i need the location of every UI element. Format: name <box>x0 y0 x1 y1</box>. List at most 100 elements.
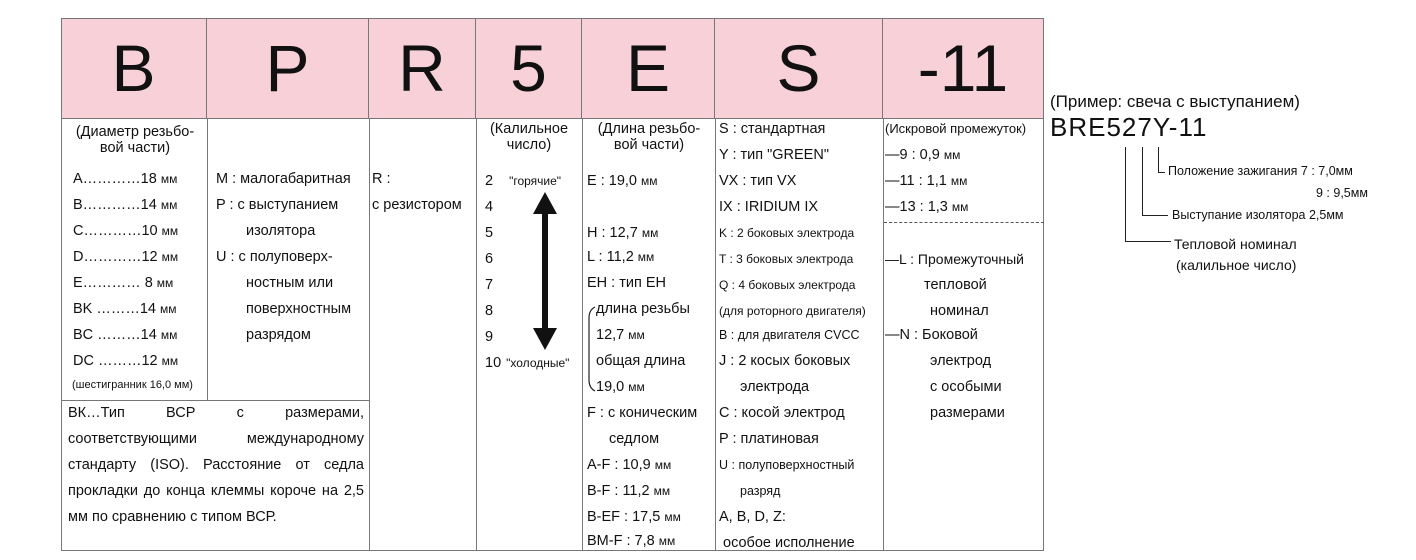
list-item: электрод <box>930 353 992 369</box>
list-item: разряд <box>740 484 781 498</box>
note-divider <box>61 400 369 401</box>
list-item: D…………12 мм <box>73 249 179 265</box>
ignition-position-label-2: 9 : 9,5мм <box>1316 186 1368 200</box>
header-cell-b: B <box>61 18 207 118</box>
list-item: S : стандартная <box>719 121 826 137</box>
col-divider <box>369 118 370 551</box>
col-divider <box>476 118 477 551</box>
leader-line <box>1158 172 1165 173</box>
list-item: P : с выступанием <box>216 197 339 213</box>
list-item: BM-F : 7,8 мм <box>587 533 676 549</box>
header-divider <box>61 118 1044 119</box>
col-divider <box>582 118 583 551</box>
header-cell-5: 5 <box>476 18 582 118</box>
header-cell-11: -11 <box>883 18 1044 118</box>
list-item: 19,0 мм <box>596 379 645 395</box>
list-item: IX : IRIDIUM IX <box>719 199 819 215</box>
leader-line <box>1158 147 1159 173</box>
list-item: 10 "холодные" <box>485 355 570 371</box>
leader-line <box>1125 147 1126 242</box>
col-divider <box>883 118 884 551</box>
insulator-projection-label: Выступание изолятора 2,5мм <box>1172 208 1344 222</box>
list-item: особое исполнение <box>723 535 855 551</box>
list-item: длина резьбы <box>596 301 690 317</box>
list-item: разрядом <box>246 327 311 343</box>
list-item: 2 "горячие" <box>485 173 562 189</box>
list-item: M : малогабаритная <box>216 171 351 187</box>
list-item: седлом <box>609 431 660 447</box>
list-item: 5 <box>485 225 494 241</box>
list-item: R : <box>372 171 391 187</box>
list-item: номинал <box>930 303 989 319</box>
header-cell-p: P <box>207 18 369 118</box>
list-item: VX : тип VX <box>719 173 797 189</box>
list-item: поверхностным <box>246 301 352 317</box>
list-item: BK ………14 мм <box>73 301 177 317</box>
thread-length-caption: (Длина резьбо-вой части) <box>597 121 701 153</box>
list-item: —9 : 0,9 мм <box>885 147 961 163</box>
col-divider <box>715 118 716 551</box>
hex-note: (шестигранник 16,0 мм) <box>72 379 193 391</box>
list-item: 4 <box>485 199 494 215</box>
list-item: F : с коническим <box>587 405 698 421</box>
list-item: 12,7 мм <box>596 327 645 343</box>
list-item: E………… 8 мм <box>73 275 174 291</box>
leader-line <box>1142 147 1143 216</box>
spark-gap-divider <box>884 222 1044 223</box>
list-item: (для роторного двигателя) <box>719 304 866 318</box>
list-item: L : 11,2 мм <box>587 249 655 265</box>
list-item: A…………18 мм <box>73 171 178 187</box>
list-item: —N : Боковой <box>885 327 978 343</box>
list-item: 9 <box>485 329 494 345</box>
example-title: (Пример: свеча с выступанием) <box>1050 92 1300 111</box>
list-item: —L : Промежуточный <box>885 251 1024 267</box>
list-item: B : для двигателя CVCC <box>719 328 860 342</box>
list-item: —13 : 1,3 мм <box>885 199 969 215</box>
list-item: —11 : 1,1 мм <box>885 173 968 189</box>
list-item: C : косой электрод <box>719 405 845 421</box>
list-item: U : полуповерхностный <box>719 458 855 472</box>
bk-type-note: ВК…Тип ВСР с размерами, соответствующими… <box>68 405 364 525</box>
list-item: U : с полуповерх- <box>216 249 333 265</box>
leader-line <box>1125 241 1171 242</box>
heat-rating-label-2: (калильное число) <box>1176 257 1297 273</box>
list-item: с особыми <box>930 379 1002 395</box>
list-item: 6 <box>485 251 494 267</box>
list-item: Y : тип "GREEN" <box>719 147 829 163</box>
list-item: DC ………12 мм <box>73 353 179 369</box>
col-divider <box>207 118 208 400</box>
heat-rating-label: Тепловой номинал <box>1174 236 1297 252</box>
thread-diameter-caption: (Диаметр резьбо-вой части) <box>75 124 195 156</box>
list-item: T : 3 боковых электрода <box>719 252 854 266</box>
heat-range-caption: (Калильное число) <box>489 121 569 153</box>
list-item: размерами <box>930 405 1005 421</box>
list-item: общая длина <box>596 353 686 369</box>
list-item: E : 19,0 мм <box>587 173 658 189</box>
list-item: тепловой <box>924 277 987 293</box>
list-item: 8 <box>485 303 494 319</box>
header-cell-s: S <box>715 18 883 118</box>
list-item: J : 2 косых боковых <box>719 353 851 369</box>
leader-line <box>1142 215 1168 216</box>
list-item: изолятора <box>246 223 316 239</box>
list-item: ностным или <box>246 275 334 291</box>
header-cell-e: E <box>582 18 715 118</box>
spark-gap-caption: (Искровой промежуток) <box>885 121 1027 136</box>
list-item: B-EF : 17,5 мм <box>587 509 681 525</box>
list-item: K : 2 боковых электрода <box>719 226 855 240</box>
ignition-position-label: Положение зажигания 7 : 7,0мм <box>1168 164 1353 178</box>
list-item: A-F : 10,9 мм <box>587 457 672 473</box>
eh-bracket-icon <box>588 306 596 392</box>
list-item: EH : тип EH <box>587 275 666 291</box>
list-item: 7 <box>485 277 494 293</box>
header-cell-r: R <box>369 18 476 118</box>
list-item: электрода <box>740 379 810 395</box>
list-item: B-F : 11,2 мм <box>587 483 671 499</box>
example-code: BRE527Y-11 <box>1050 112 1208 142</box>
list-item: C…………10 мм <box>73 223 179 239</box>
hot-cold-arrow-icon <box>533 192 557 350</box>
list-item: Q : 4 боковых электрода <box>719 278 856 292</box>
list-item: P : платиновая <box>719 431 819 447</box>
list-item: A, B, D, Z: <box>719 509 786 525</box>
list-item: B…………14 мм <box>73 197 178 213</box>
